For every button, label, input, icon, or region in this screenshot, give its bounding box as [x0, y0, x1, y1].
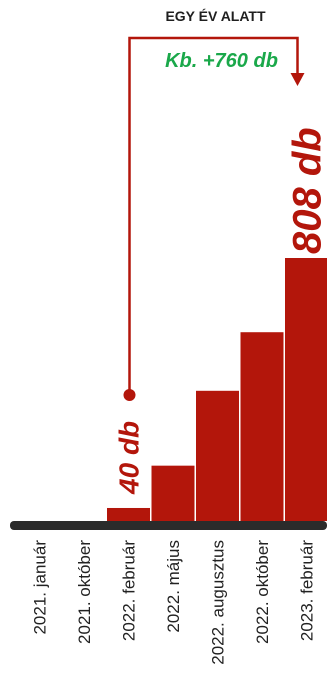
data-label-2023-febru-r: 808 db [286, 127, 327, 254]
bars [107, 258, 327, 521]
data-labels: 40 db 808 db [114, 127, 327, 495]
callout-title: EGY ÉV ALATT [165, 8, 266, 24]
callout-line [128, 36, 299, 395]
bar-2022-augusztus [196, 390, 239, 521]
bar-2022-okt-ber [240, 332, 284, 521]
data-label-2022-febru-r: 40 db [114, 421, 145, 495]
x-tick-label: 2021. október [75, 540, 94, 644]
bar-2023-febru-r [285, 258, 327, 521]
x-tick-label: 2022. október [253, 540, 272, 644]
x-tick-label: 2022. május [164, 540, 183, 633]
x-tick-label: 2022. augusztus [209, 540, 228, 665]
x-tick-label: 2022. február [120, 540, 139, 641]
callout-arrowhead [290, 73, 305, 86]
callout-value: Kb. +760 db [165, 50, 278, 72]
x-tick-label: 2023. február [298, 540, 317, 641]
bar-2022-m-jus [151, 465, 195, 521]
bar-2022-febru-r [107, 507, 150, 521]
callout-start-dot [123, 389, 136, 401]
growth-callout: EGY ÉV ALATT Kb. +760 db [123, 8, 305, 401]
x-tick-labels: 2021. január 2021. október 2022. február 20… [31, 540, 317, 665]
x-axis-baseline [10, 521, 327, 530]
x-tick-label: 2021. január [31, 540, 50, 635]
